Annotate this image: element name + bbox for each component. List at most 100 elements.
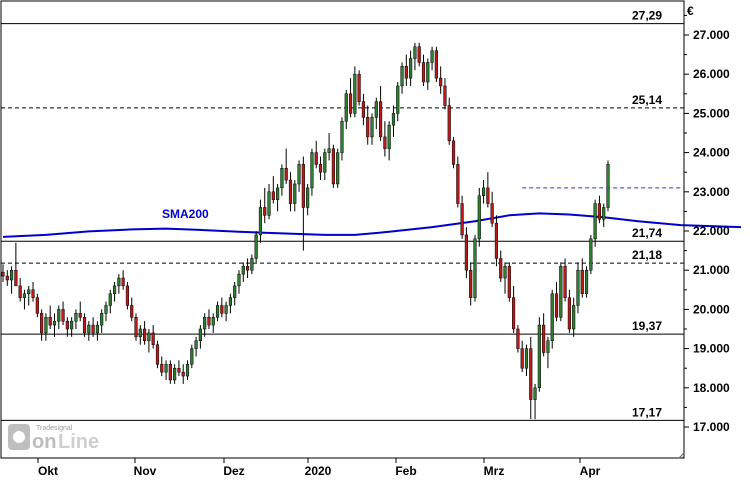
- level-label: 21,18: [632, 248, 662, 262]
- candle: [263, 187, 267, 224]
- candle-body: [563, 266, 567, 298]
- candle-body: [400, 66, 404, 87]
- y-tick-label: 22.000: [693, 224, 730, 238]
- candle: [602, 203, 606, 228]
- axes: 17.000 18.000 19.000 20.000 21.000 22.000 23.0…: [0, 0, 730, 478]
- candle: [443, 78, 447, 110]
- resize-grip-icon: [678, 452, 685, 459]
- candle: [245, 258, 250, 279]
- level-label: 17,17: [632, 405, 662, 419]
- candle: [134, 313, 138, 341]
- candle: [344, 89, 348, 130]
- candle: [57, 305, 61, 329]
- candle-body: [409, 58, 413, 79]
- candle: [160, 356, 164, 377]
- candle: [237, 270, 241, 294]
- candle-body: [546, 340, 550, 353]
- candle: [559, 262, 563, 322]
- candle-body: [469, 269, 473, 298]
- candle-body: [22, 293, 27, 298]
- candle: [323, 148, 327, 181]
- candle: [391, 105, 396, 137]
- candle: [95, 321, 99, 341]
- candle: [400, 62, 404, 94]
- candle: [18, 278, 22, 302]
- candle: [100, 309, 104, 333]
- candle-body: [95, 324, 99, 334]
- candle: [254, 231, 258, 263]
- svg-text:Tradesignal: Tradesignal: [36, 425, 73, 432]
- candle-body: [143, 328, 147, 342]
- candle: [190, 344, 194, 369]
- candle: [151, 325, 155, 349]
- candle-body: [207, 316, 211, 326]
- candle-body: [57, 309, 61, 322]
- candle-body: [430, 50, 434, 63]
- candle: [529, 336, 533, 420]
- candle: [117, 274, 121, 294]
- candle: [121, 270, 125, 290]
- candle: [258, 199, 263, 243]
- candle: [284, 148, 288, 184]
- candle: [271, 176, 275, 204]
- tradesignal-online-logo: Tradesignal on Line: [8, 424, 99, 452]
- candle: [82, 313, 87, 337]
- candle: [409, 50, 413, 86]
- candle: [456, 156, 460, 208]
- sma200-label: SMA200: [162, 207, 209, 221]
- candle-body: [177, 367, 181, 373]
- candle-body: [10, 269, 14, 281]
- candle: [589, 234, 593, 275]
- candle-body: [310, 152, 314, 189]
- candle: [353, 66, 357, 118]
- candle-body: [164, 364, 168, 373]
- candle: [177, 360, 181, 377]
- candle: [451, 136, 456, 169]
- candle: [138, 325, 142, 345]
- candle: [267, 183, 271, 220]
- candle: [155, 340, 160, 369]
- plot-area: [1, 23, 742, 421]
- x-tick-label: Dez: [223, 464, 244, 478]
- candle: [576, 262, 580, 314]
- candle-body: [160, 364, 164, 373]
- candle: [404, 54, 408, 86]
- candle-body: [580, 269, 584, 294]
- candle-body: [318, 164, 323, 173]
- candle: [580, 258, 584, 298]
- candle: [593, 199, 597, 247]
- candle: [606, 160, 610, 212]
- candle-body: [280, 168, 284, 189]
- candle-body: [276, 187, 280, 200]
- candle-body: [589, 238, 593, 271]
- candle-body: [366, 117, 370, 138]
- candle-body: [203, 316, 207, 330]
- candle: [31, 281, 35, 302]
- candle-body: [78, 313, 82, 318]
- candle: [550, 289, 554, 349]
- candle-body: [481, 187, 486, 196]
- candle: [494, 215, 499, 267]
- level-label: 21,74: [632, 226, 662, 240]
- candle-body: [413, 46, 417, 59]
- candle: [554, 281, 559, 322]
- y-tick-label: 27.000: [693, 28, 730, 42]
- candle-body: [151, 332, 155, 345]
- candle-body: [254, 234, 258, 259]
- candle-body: [224, 305, 228, 314]
- candle: [572, 297, 576, 337]
- candle-body: [357, 73, 361, 102]
- candle: [220, 297, 224, 318]
- candle-body: [27, 289, 31, 294]
- candle-body: [370, 117, 374, 138]
- candle-body: [529, 348, 533, 400]
- candle: [490, 191, 494, 228]
- candle-body: [533, 387, 537, 400]
- candle: [413, 42, 417, 71]
- candle: [194, 336, 198, 357]
- candle-body: [121, 277, 125, 287]
- candle: [481, 180, 486, 204]
- candle: [546, 336, 550, 369]
- candle-body: [439, 77, 443, 87]
